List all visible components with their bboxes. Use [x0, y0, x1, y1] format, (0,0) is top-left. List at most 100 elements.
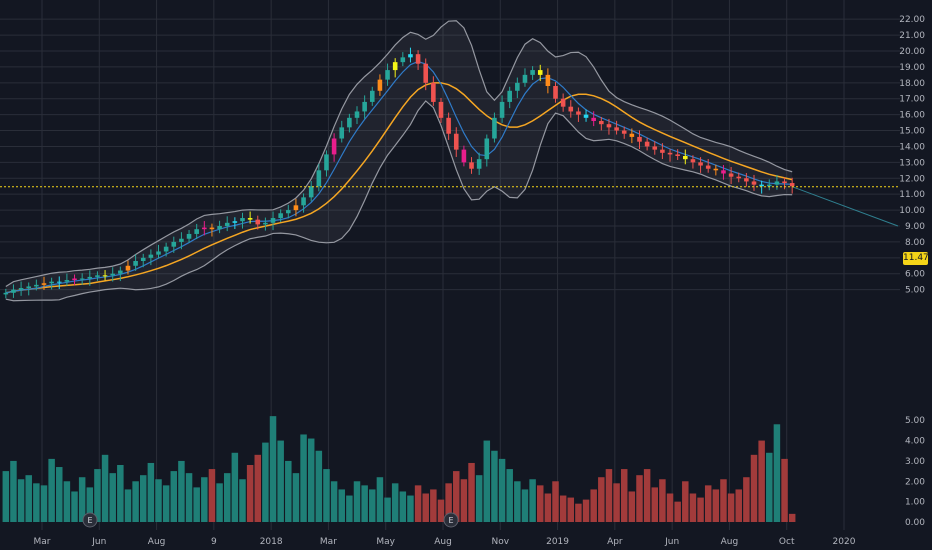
candle-body[interactable]: [522, 74, 528, 83]
candle-body[interactable]: [140, 257, 146, 261]
candle-body[interactable]: [614, 127, 619, 131]
volume-bar[interactable]: [758, 440, 765, 522]
volume-bar[interactable]: [277, 440, 284, 522]
candle-body[interactable]: [125, 265, 131, 271]
candle-body[interactable]: [369, 90, 375, 102]
candle-body[interactable]: [3, 292, 9, 295]
candle-body[interactable]: [621, 130, 627, 134]
volume-bar[interactable]: [285, 460, 292, 522]
volume-bar[interactable]: [231, 452, 239, 522]
volume-bar[interactable]: [605, 469, 613, 522]
candle-body[interactable]: [278, 213, 283, 219]
candle-body[interactable]: [385, 70, 390, 80]
volume-bar[interactable]: [544, 493, 552, 523]
candle-body[interactable]: [263, 222, 268, 225]
volume-bar[interactable]: [25, 475, 32, 522]
volume-bar[interactable]: [704, 485, 712, 522]
volume-bar[interactable]: [17, 479, 25, 522]
candle-body[interactable]: [453, 133, 459, 150]
candle-body[interactable]: [110, 273, 115, 276]
volume-bar[interactable]: [422, 493, 429, 523]
candle-body[interactable]: [637, 136, 642, 142]
candle-body[interactable]: [576, 111, 581, 115]
volume-bar[interactable]: [514, 481, 521, 522]
volume-bar[interactable]: [575, 503, 582, 522]
volume-bar[interactable]: [307, 438, 315, 522]
candle-body[interactable]: [270, 218, 276, 223]
candle-body[interactable]: [293, 205, 299, 211]
volume-bar[interactable]: [124, 489, 132, 522]
candle-body[interactable]: [515, 82, 520, 91]
volume-bar[interactable]: [521, 489, 529, 522]
volume-bar[interactable]: [353, 481, 361, 522]
volume-bar[interactable]: [33, 483, 40, 522]
volume-bar[interactable]: [369, 489, 376, 522]
candle-body[interactable]: [347, 117, 352, 128]
candle-body[interactable]: [713, 168, 719, 171]
candle-body[interactable]: [766, 184, 772, 187]
candle-body[interactable]: [683, 156, 688, 160]
volume-bar[interactable]: [720, 479, 727, 522]
volume-bar[interactable]: [384, 497, 391, 522]
candle-body[interactable]: [400, 57, 406, 63]
candle-body[interactable]: [217, 226, 222, 230]
volume-bar[interactable]: [346, 495, 353, 522]
volume-bar[interactable]: [48, 458, 55, 522]
candle-body[interactable]: [194, 229, 199, 234]
volume-bar[interactable]: [223, 473, 231, 522]
volume-bar[interactable]: [208, 469, 216, 522]
candle-body[interactable]: [660, 149, 665, 153]
candle-body[interactable]: [286, 210, 291, 214]
candle-body[interactable]: [34, 284, 39, 287]
candle-body[interactable]: [240, 218, 245, 222]
candle-body[interactable]: [301, 197, 306, 206]
candle-body[interactable]: [606, 124, 612, 128]
candle-body[interactable]: [484, 138, 490, 160]
candle-body[interactable]: [537, 70, 543, 75]
volume-bar[interactable]: [269, 416, 277, 522]
candle-body[interactable]: [652, 146, 658, 150]
candle-body[interactable]: [72, 278, 77, 281]
candle-body[interactable]: [698, 162, 703, 166]
candle-body[interactable]: [759, 184, 764, 187]
volume-bar[interactable]: [437, 499, 445, 522]
volume-bar[interactable]: [86, 487, 94, 522]
candle-body[interactable]: [545, 74, 551, 86]
volume-bar[interactable]: [139, 475, 147, 522]
volume-bar[interactable]: [315, 450, 323, 522]
candle-body[interactable]: [438, 101, 444, 118]
candle-body[interactable]: [118, 270, 123, 274]
candle-body[interactable]: [492, 117, 497, 139]
candle-body[interactable]: [530, 70, 535, 75]
volume-bar[interactable]: [781, 458, 788, 522]
volume-bar[interactable]: [491, 450, 498, 522]
volume-bar[interactable]: [559, 495, 567, 522]
volume-bar[interactable]: [628, 491, 636, 522]
volume-bar[interactable]: [239, 479, 246, 522]
volume-bar[interactable]: [132, 481, 139, 522]
candle-body[interactable]: [629, 133, 635, 137]
candle-body[interactable]: [560, 98, 566, 107]
volume-bar[interactable]: [430, 489, 437, 522]
volume-bar[interactable]: [300, 434, 307, 522]
candle-body[interactable]: [362, 101, 367, 112]
candle-body[interactable]: [87, 276, 93, 279]
volume-bar[interactable]: [453, 471, 460, 522]
volume-bar[interactable]: [620, 469, 628, 522]
candle-body[interactable]: [377, 79, 383, 91]
volume-bar[interactable]: [506, 469, 513, 522]
volume-bar[interactable]: [414, 485, 422, 522]
candle-body[interactable]: [79, 278, 85, 280]
volume-bar[interactable]: [94, 469, 101, 522]
volume-bar[interactable]: [529, 479, 536, 522]
candle-body[interactable]: [255, 219, 261, 225]
candle-body[interactable]: [789, 183, 795, 187]
candle-body[interactable]: [690, 159, 696, 163]
volume-bar[interactable]: [460, 479, 468, 522]
candle-body[interactable]: [324, 154, 329, 171]
candle-body[interactable]: [339, 127, 345, 139]
volume-bar[interactable]: [475, 475, 483, 522]
candle-body[interactable]: [667, 152, 673, 155]
